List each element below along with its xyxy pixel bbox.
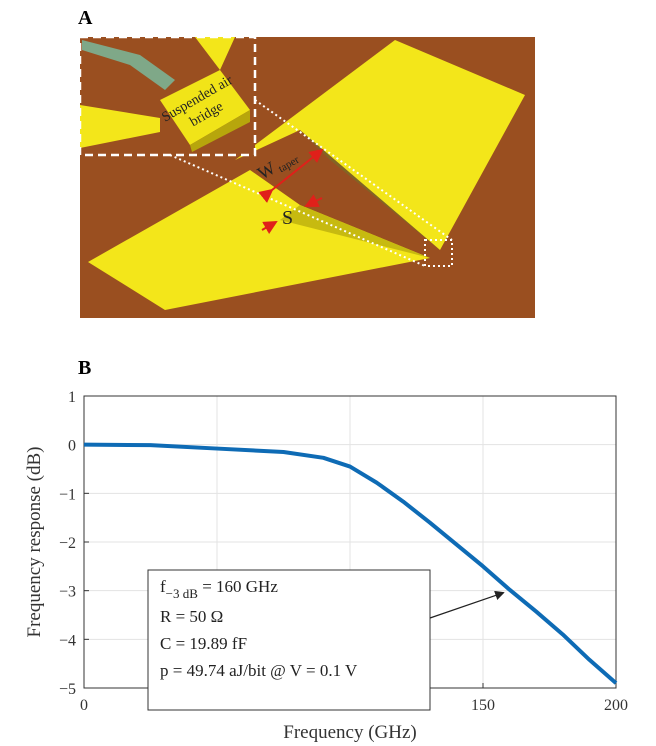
annotation-box (147, 569, 431, 711)
y-tick-label: −1 (59, 486, 76, 503)
device-illustration (78, 35, 535, 318)
y-tick-label: −2 (59, 535, 76, 552)
y-tick-label: −4 (59, 632, 76, 649)
y-axis-label: Frequency response (dB) (24, 446, 45, 637)
annotation-line: C = 19.89 fF (160, 634, 247, 653)
y-tick-label: 1 (68, 389, 76, 406)
annotation-line: R = 50 Ω (160, 607, 223, 626)
y-tick-label: −5 (59, 681, 76, 698)
panel-label: B (78, 357, 91, 379)
y-tick-label: −3 (59, 584, 76, 601)
annotation-line: p = 49.74 aJ/bit @ V = 0.1 V (160, 661, 358, 680)
panel-label: A (78, 7, 93, 29)
gap-label: S (282, 207, 293, 229)
x-tick-label: 0 (80, 697, 88, 714)
response-curve (83, 442, 618, 685)
x-tick-label: 150 (471, 697, 495, 714)
x-tick-label: 200 (604, 697, 628, 714)
annotation-symbol: f (160, 577, 166, 596)
annotation-subscript: −3 dB (166, 586, 199, 601)
x-axis-label: Frequency (GHz) (283, 722, 416, 743)
annotation-line: f−3 dB = 160 GHz (160, 577, 278, 601)
annotation-arrow (429, 590, 505, 619)
y-tick-label: 0 (68, 438, 76, 455)
annotation-text: = 160 GHz (198, 577, 278, 596)
